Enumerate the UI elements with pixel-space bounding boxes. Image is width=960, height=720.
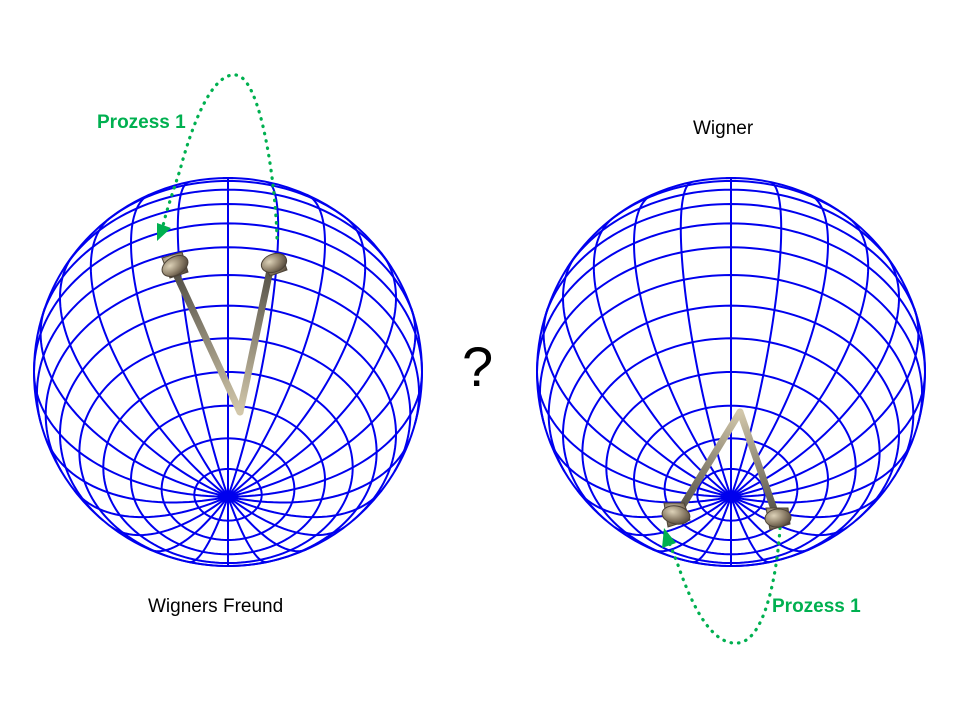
left-sphere [33,176,423,567]
sphere-meridian [730,193,830,498]
right-arrow-cone-1 [661,502,691,528]
sphere-meridian [548,439,732,504]
sphere-meridian [730,255,901,498]
left-arrow-cone-2 [260,252,288,277]
sphere-meridian [730,308,920,498]
wigner-label: Wigner [693,118,754,139]
sphere-meridian [227,308,417,498]
sphere-meridian [227,217,367,498]
sphere-meridian [45,439,229,504]
sphere-meridian [536,371,732,498]
sphere-meridian [592,217,732,498]
right-arrow-cone-2 [764,507,792,531]
sphere-meridian [176,181,229,498]
sphere-meridian [227,255,398,498]
sphere-meridian [679,181,732,498]
sphere-meridian [227,193,327,498]
sphere-meridian [730,496,770,564]
sphere-meridian [227,496,267,564]
sphere-meridian [39,308,229,498]
sphere-meridian [227,495,345,537]
sphere-meridian [542,308,732,498]
sphere-meridian [129,193,229,498]
sphere-meridian [149,496,229,553]
sphere-meridian [561,255,732,498]
sphere-meridian [111,495,229,537]
sphere-meridian [730,489,886,519]
sphere-meridian [227,371,423,498]
sphere-meridian [730,217,870,498]
sphere-meridian [227,181,280,498]
left-vector-arrows [161,251,288,416]
right-process-label: Prozess 1 [772,596,861,617]
sphere-meridian [227,439,411,504]
sphere-meridian [632,193,732,498]
right-sphere [536,176,926,567]
left-process-loop [161,73,279,240]
sphere-meridian [730,496,810,553]
question-mark: ? [462,335,494,398]
sphere-meridian [227,496,307,553]
right-vector-arrows [661,408,792,531]
sphere-meridian [652,496,732,553]
left-process-label: Prozess 1 [97,112,186,133]
sphere-meridian [33,371,229,498]
sphere-meridian [692,496,732,564]
left-process-arrowhead [157,223,171,241]
sphere-meridian [730,495,848,537]
sphere-meridian [576,489,732,519]
sphere-meridian [58,255,229,498]
left-arrow-cone-1 [161,251,189,279]
sphere-meridian [730,371,926,498]
wigners-friend-label: Wigners Freund [148,596,284,617]
sphere-meridian [89,217,229,498]
sphere-meridian [189,496,229,564]
sphere-meridian [73,489,229,519]
right-process-loop [666,526,782,645]
sphere-meridian [227,489,383,519]
right-process-arrowhead [662,528,676,548]
